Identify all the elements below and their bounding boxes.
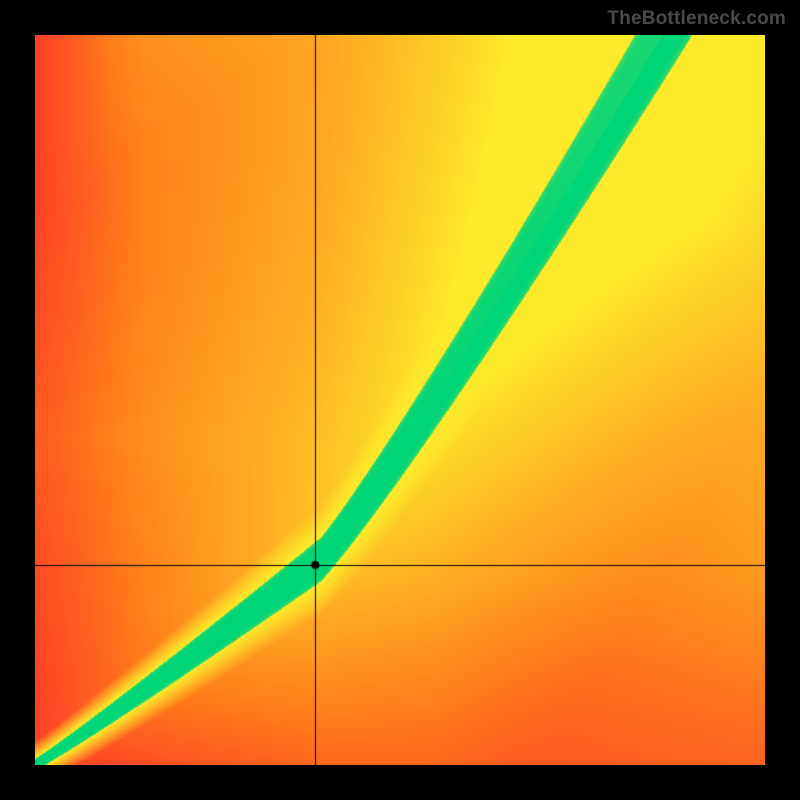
heatmap-canvas — [35, 35, 765, 765]
watermark-text: TheBottleneck.com — [607, 8, 786, 30]
chart-container: TheBottleneck.com — [0, 0, 800, 800]
heatmap-plot — [35, 35, 765, 765]
